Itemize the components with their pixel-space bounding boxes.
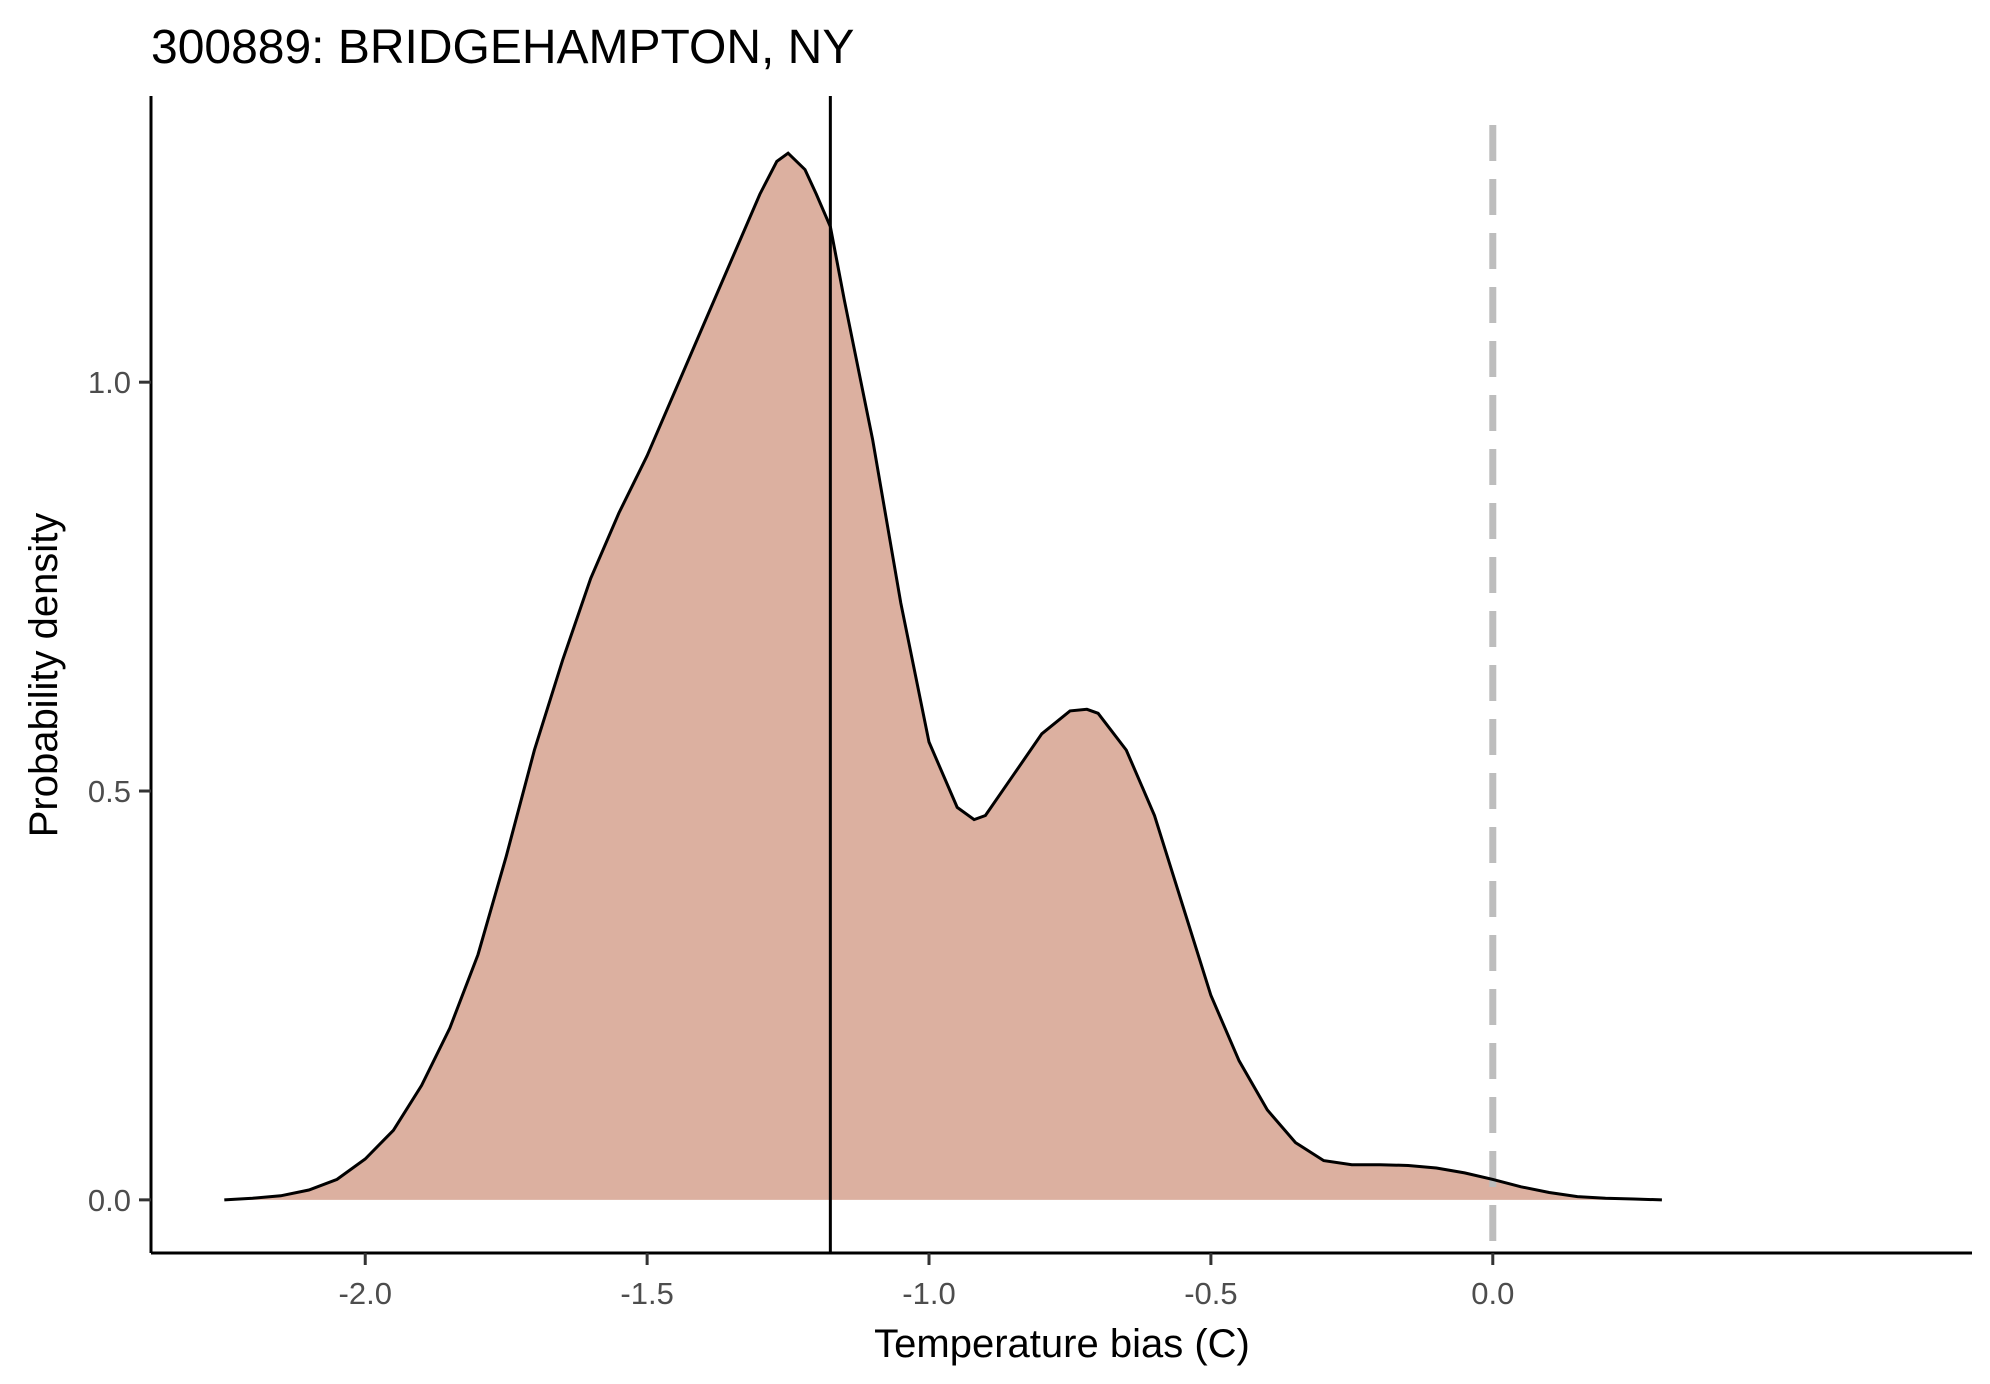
x-tick-label: -1.0 — [902, 1276, 955, 1311]
y-axis-title: Probability density — [22, 513, 66, 838]
chart-title: 300889: BRIDGEHAMPTON, NY — [151, 21, 854, 74]
x-axis-ticks: -2.0 -1.5 -1.0 -0.5 0.0 — [339, 1253, 1514, 1311]
y-axis-ticks: 0.0 0.5 1.0 — [88, 365, 151, 1218]
y-tick-label: 0.0 — [88, 1183, 131, 1218]
x-axis-title: Temperature bias (C) — [874, 1322, 1250, 1366]
x-tick-label: -2.0 — [339, 1276, 392, 1311]
y-tick-label: 0.5 — [88, 774, 131, 809]
x-tick-label: -1.5 — [620, 1276, 673, 1311]
x-tick-label: 0.0 — [1471, 1276, 1514, 1311]
x-tick-label: -0.5 — [1184, 1276, 1237, 1311]
density-line — [224, 151, 1662, 1202]
y-tick-label: 1.0 — [88, 365, 131, 400]
density-area — [224, 153, 1662, 1200]
plot-area — [224, 96, 1662, 1253]
